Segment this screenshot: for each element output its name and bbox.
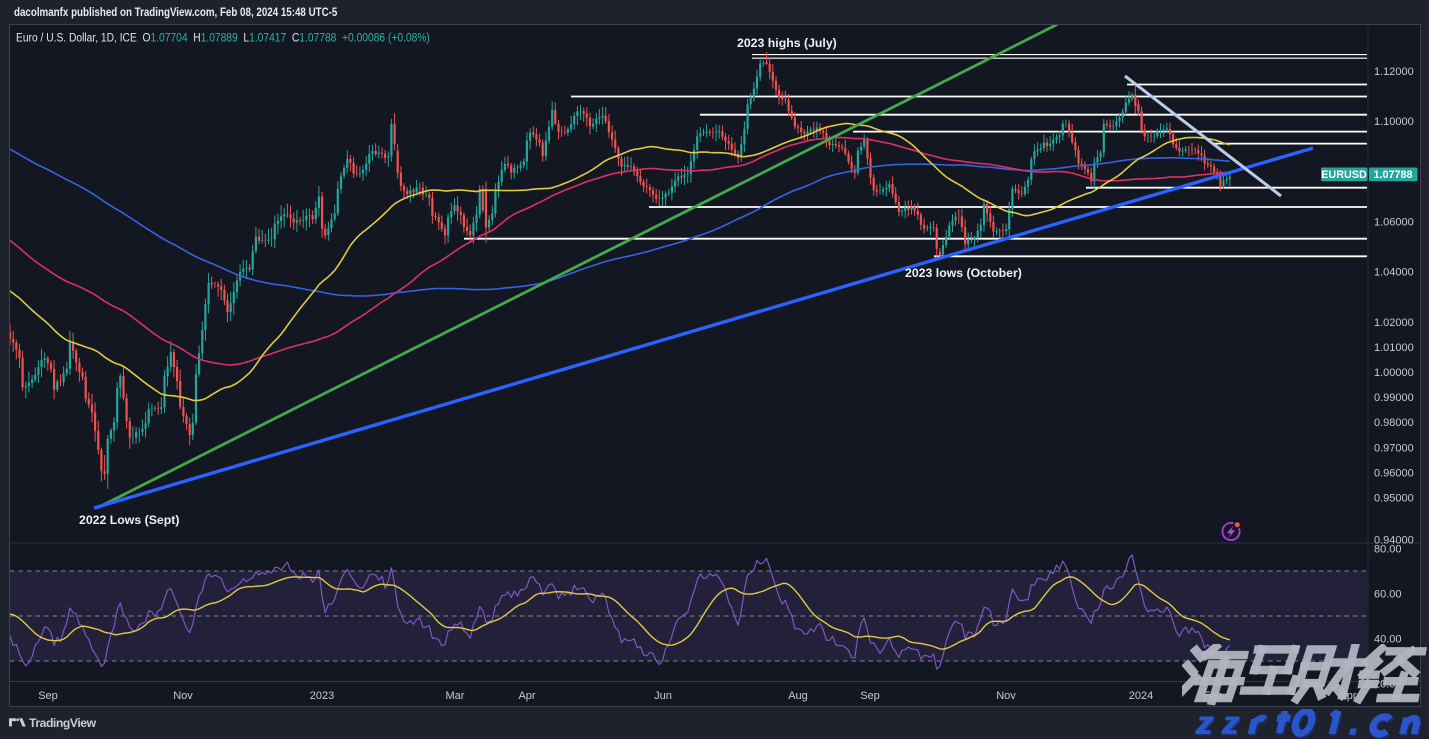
svg-text:0.97000: 0.97000	[1374, 442, 1414, 454]
svg-text:TradingView: TradingView	[29, 716, 97, 730]
svg-text:Nov: Nov	[996, 690, 1016, 702]
svg-text:2022 Lows (Sept): 2022 Lows (Sept)	[79, 513, 179, 527]
svg-text:2023 lows (October): 2023 lows (October)	[905, 266, 1022, 280]
svg-text:60.00: 60.00	[1374, 588, 1402, 600]
svg-text:Jun: Jun	[654, 690, 672, 702]
svg-text:Aug: Aug	[788, 690, 808, 702]
svg-text:1.07788: 1.07788	[1373, 169, 1412, 181]
svg-text:Sep: Sep	[38, 690, 58, 702]
svg-text:0.95000: 0.95000	[1374, 493, 1414, 505]
svg-text:Nov: Nov	[173, 690, 193, 702]
svg-text:2023 highs (July): 2023 highs (July)	[737, 36, 837, 50]
svg-text:80.00: 80.00	[1374, 543, 1402, 555]
svg-text:2024: 2024	[1129, 690, 1153, 702]
svg-text:0.98000: 0.98000	[1374, 417, 1414, 429]
svg-text:0.94000: 0.94000	[1374, 535, 1414, 547]
svg-text:Apr: Apr	[518, 690, 535, 702]
svg-text:Mar: Mar	[446, 690, 465, 702]
svg-text:1.01000: 1.01000	[1374, 342, 1414, 354]
svg-text:2023: 2023	[310, 690, 334, 702]
svg-text:0.99000: 0.99000	[1374, 392, 1414, 404]
svg-text:1.00000: 1.00000	[1374, 367, 1414, 379]
svg-text:0.96000: 0.96000	[1374, 467, 1414, 479]
svg-text:EURUSD: EURUSD	[1321, 169, 1367, 181]
svg-text:1.02000: 1.02000	[1374, 317, 1414, 329]
svg-text:Sep: Sep	[860, 690, 880, 702]
svg-text:1.04000: 1.04000	[1374, 267, 1414, 279]
svg-text:Euro / U.S. Dollar, 1D, ICE O: Euro / U.S. Dollar, 1D, ICE O1.07704 H1.…	[16, 32, 430, 45]
svg-text:1.10000: 1.10000	[1374, 116, 1414, 128]
svg-text:40.00: 40.00	[1374, 633, 1402, 645]
svg-text:1.12000: 1.12000	[1374, 66, 1414, 78]
svg-text:1.06000: 1.06000	[1374, 216, 1414, 228]
